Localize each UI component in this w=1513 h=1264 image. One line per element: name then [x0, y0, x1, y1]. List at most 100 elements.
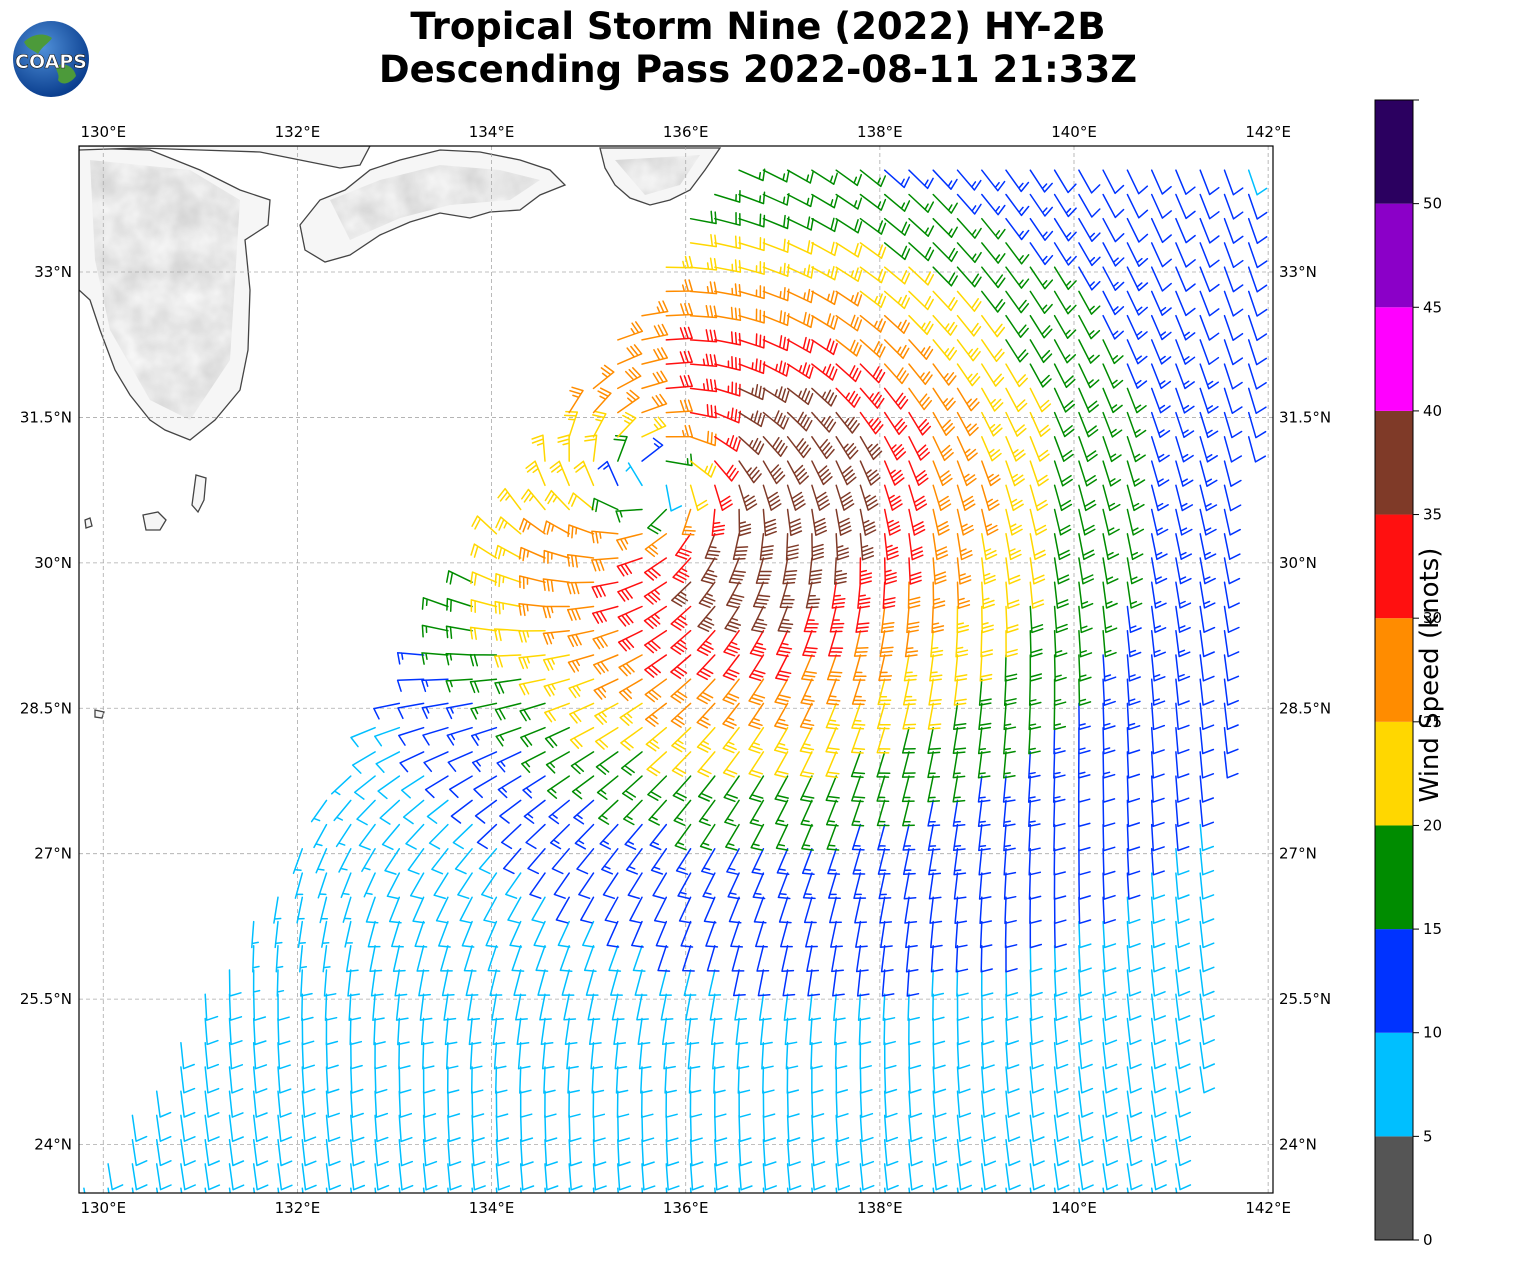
wind-barb — [1126, 726, 1141, 755]
wind-barb — [670, 654, 692, 680]
wind-barb — [322, 945, 331, 973]
wind-barb — [252, 969, 261, 997]
wind-barb — [932, 460, 953, 487]
wind-barb — [696, 629, 716, 656]
wind-barb — [1004, 896, 1017, 925]
wind-barb — [779, 581, 795, 609]
wind-barb — [551, 848, 570, 875]
wind-barb — [1003, 726, 1016, 755]
wind-barb — [749, 799, 765, 827]
wind-barb — [204, 1066, 220, 1094]
wind-barb — [567, 629, 595, 648]
wind-barb — [811, 508, 828, 536]
wind-barb — [422, 1066, 436, 1094]
wind-barb — [363, 872, 376, 898]
wind-barb — [826, 654, 843, 682]
wind-barb — [850, 751, 866, 779]
wind-barb — [592, 629, 619, 650]
wind-barb — [1102, 726, 1116, 755]
wind-barb — [204, 993, 219, 1021]
wind-barb — [330, 775, 352, 796]
wind-barb — [1150, 1090, 1167, 1118]
wind-barb — [810, 1041, 823, 1070]
wind-barb — [518, 654, 546, 670]
wind-barb — [701, 848, 716, 876]
wind-barb — [1126, 533, 1144, 561]
wind-barb — [1078, 896, 1092, 925]
wind-barb — [724, 799, 740, 827]
wind-barb — [697, 751, 716, 778]
colorbar-tick-label: 10 — [1423, 1024, 1442, 1042]
wind-barb — [689, 1138, 704, 1167]
wind-barb — [782, 557, 798, 585]
wind-barb — [826, 823, 840, 851]
wind-barb — [931, 605, 945, 634]
colorbar-tick-label: 15 — [1423, 920, 1442, 938]
wind-barb — [883, 266, 911, 285]
wind-barb — [859, 436, 883, 461]
wind-barb — [902, 678, 917, 706]
wind-barb — [1053, 823, 1066, 852]
wind-barb — [228, 1090, 244, 1118]
wind-barb — [855, 605, 870, 633]
wind-barb — [748, 726, 765, 754]
wind-barb — [377, 775, 401, 800]
wind-barb — [859, 411, 884, 435]
wind-barb — [1053, 290, 1077, 315]
wind-barb — [446, 1066, 460, 1094]
wind-barb — [641, 347, 669, 365]
wind-barb — [277, 1090, 292, 1118]
wind-barb — [542, 578, 570, 593]
wind-barb — [981, 363, 1005, 387]
wind-barb — [981, 557, 997, 585]
wind-barb — [317, 872, 328, 899]
wind-barb — [617, 1163, 632, 1191]
wind-barb — [557, 434, 570, 462]
wind-barb — [1223, 339, 1244, 366]
wind-barb — [930, 629, 944, 658]
wind-barb — [835, 242, 863, 258]
wind-barb — [299, 945, 308, 973]
wind-barb — [494, 600, 522, 615]
wind-barb — [1029, 1090, 1045, 1118]
wind-barb — [786, 436, 812, 459]
wind-barb — [977, 751, 991, 779]
wind-barb — [1102, 823, 1116, 852]
wind-barb — [903, 872, 917, 900]
colorbar-bin — [1375, 721, 1413, 826]
wind-barb — [859, 242, 887, 259]
wind-barb — [780, 920, 793, 948]
wind-barb — [956, 290, 982, 312]
wind-barb — [598, 799, 619, 825]
wind-barb — [774, 775, 789, 803]
wind-barb — [638, 1041, 652, 1070]
wind-barb — [932, 436, 954, 462]
wind-barb — [644, 702, 668, 727]
wind-barb — [644, 678, 668, 703]
wind-barb — [1102, 896, 1116, 925]
wind-barb — [698, 799, 716, 827]
wind-barb — [908, 1090, 923, 1118]
wind-barb — [952, 726, 967, 755]
wind-barb — [902, 799, 915, 827]
wind-barb — [1150, 339, 1172, 365]
wind-barb — [374, 726, 401, 747]
wind-barb — [394, 969, 408, 997]
wind-barb — [738, 308, 766, 324]
wind-barb — [722, 654, 740, 681]
wind-barb — [301, 1041, 315, 1070]
wind-barb — [1150, 823, 1165, 852]
wind-barb — [1029, 896, 1042, 925]
wind-barb — [440, 945, 453, 972]
wind-barb — [908, 1138, 923, 1167]
wind-barb — [433, 872, 449, 900]
wind-barb — [1199, 484, 1218, 512]
wind-barb — [956, 533, 973, 561]
wind-barb — [1053, 945, 1068, 973]
wind-barb — [1078, 726, 1091, 755]
wind-barb — [350, 1066, 364, 1094]
wind-barb — [1078, 217, 1101, 242]
wind-barb — [340, 872, 352, 899]
wind-barb — [1002, 799, 1016, 828]
wind-barb — [1199, 726, 1215, 755]
